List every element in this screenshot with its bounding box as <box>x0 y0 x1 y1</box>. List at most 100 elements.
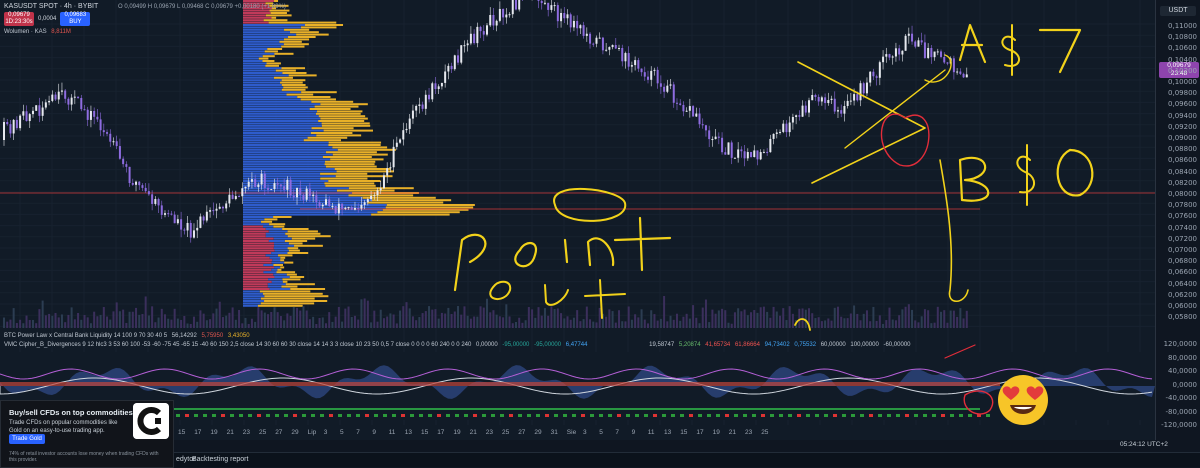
volume-profile-bar <box>243 40 280 43</box>
candle-body <box>228 194 231 204</box>
vmc-legend[interactable]: VMC Cipher_B_Divergences 9 12 hlc3 3 53 … <box>4 342 911 348</box>
volume-bar <box>57 317 60 328</box>
price-tick: 0,06200 <box>1168 290 1197 299</box>
date-tick: Lip <box>307 429 317 436</box>
volume-profile-bar <box>325 184 376 187</box>
volume-bar <box>192 316 195 328</box>
candle-body <box>93 110 96 117</box>
signal-dot <box>788 414 792 417</box>
volume-bar <box>164 314 166 328</box>
signal-dot <box>680 414 684 417</box>
signal-dot <box>518 414 522 417</box>
volume-bar <box>862 313 865 328</box>
volume-legend[interactable]: Wolumen · KAS 8,811M <box>4 29 71 35</box>
candle-body <box>817 96 820 102</box>
price-axis[interactable]: USDT 0,09679 23:48 0,11000 0,10800 0,10600… <box>1155 0 1200 440</box>
volume-profile-bar <box>243 76 274 79</box>
volume-bar <box>238 309 241 328</box>
volume-bar <box>846 318 849 328</box>
candle-body <box>653 69 656 71</box>
volume-bar <box>666 321 669 328</box>
volume-bar <box>643 319 646 328</box>
candle-body <box>846 100 849 106</box>
candle-body <box>260 173 263 185</box>
candle-body <box>843 105 846 114</box>
candle-body <box>99 119 102 131</box>
volume-profile-bar <box>268 278 283 281</box>
liquidity-legend[interactable]: BTC Power Law x Central Bank Liquidity 1… <box>4 333 250 339</box>
utc-clock[interactable]: 05:24:12 UTC+2 <box>1120 441 1168 448</box>
volume-bar <box>514 321 517 328</box>
volume-bar <box>353 315 356 328</box>
volume-bar <box>679 320 682 328</box>
currency-badge[interactable]: USDT <box>1160 6 1196 16</box>
date-axis[interactable]: 15 17 19 21 23 25 27 29 Lip 3 5 7 9 11 13 15 17 19 21 23 25 2… <box>0 426 1155 440</box>
volume-bar <box>766 311 769 328</box>
volume-bar <box>743 309 746 328</box>
price-tick: 0,08800 <box>1168 145 1197 154</box>
candle-body <box>891 56 894 58</box>
candle-body <box>708 130 711 140</box>
volume-bar <box>115 302 118 328</box>
volume-bar <box>563 318 566 328</box>
volume-bar <box>888 307 891 328</box>
volume-bar <box>279 316 282 328</box>
volume-profile-bar <box>243 132 311 134</box>
last-countdown: 23:48 <box>1170 70 1188 77</box>
volume-bar <box>859 320 862 328</box>
tab-editor[interactable]: edytor <box>176 456 196 463</box>
price-tick: 0,07200 <box>1168 234 1197 243</box>
volume-bar <box>460 314 463 328</box>
volume-bar <box>486 298 488 328</box>
trade-gold-button[interactable]: Trade Gold <box>9 434 45 444</box>
tab-backtesting[interactable]: Backtesting report <box>192 456 249 463</box>
candle-body <box>965 74 968 78</box>
volume-profile-bar <box>271 268 278 271</box>
candle-body <box>450 65 453 70</box>
chart-area[interactable]: KASUSDT SPOT · 4h · BYBIT 0,09679 1D:23:… <box>0 0 1155 440</box>
candle-body <box>247 181 250 187</box>
volume-bar <box>553 309 556 328</box>
date-tick: 23 <box>745 429 753 436</box>
volume-bar <box>724 310 727 328</box>
candle-body <box>170 213 173 215</box>
sell-sub: 1D:23:30s <box>5 19 33 25</box>
volume-profile-bar <box>243 244 275 247</box>
volume-bar <box>96 316 99 328</box>
volume-profile-bar <box>243 211 378 214</box>
candle-body <box>125 164 128 167</box>
volume-profile-bar <box>284 28 310 31</box>
sell-button[interactable]: 0,09679 1D:23:30s <box>4 12 34 26</box>
price-chart[interactable] <box>0 0 1155 440</box>
volume-bar <box>579 321 582 328</box>
candle-body <box>131 183 134 185</box>
ad-banner[interactable]: Buy/sell CFDs on top commodities like Go… <box>0 400 174 468</box>
vmc-value: 60,00000 <box>820 342 846 348</box>
volume-bar <box>41 300 44 328</box>
volume-profile-bar <box>314 105 359 108</box>
handwritten-loop <box>924 54 952 83</box>
signal-dot <box>761 414 765 417</box>
buy-button[interactable]: 0,09683 BUY <box>60 12 91 26</box>
signal-dot <box>599 414 603 417</box>
candle-body <box>25 111 28 122</box>
candle-body <box>621 47 624 62</box>
volume-profile-bar <box>274 0 279 2</box>
volume-profile-bar <box>281 285 298 288</box>
symbol-title[interactable]: KASUSDT SPOT · 4h · BYBIT <box>4 3 99 10</box>
bottom-toolbar: edytor Backtesting report <box>0 452 1200 467</box>
liquidity-value-3: 3,43050 <box>227 333 250 339</box>
signal-dot <box>662 414 666 417</box>
candle-body <box>836 110 839 112</box>
volume-bar <box>611 311 614 328</box>
signal-dot <box>293 414 297 417</box>
signal-dot <box>860 414 864 417</box>
volume-profile-bar <box>273 225 285 228</box>
volume-bar <box>315 323 318 328</box>
volume-profile-bar <box>325 160 376 163</box>
volume-bar <box>688 318 691 328</box>
price-tick: 0,08400 <box>1168 167 1197 176</box>
date-tick: Sie <box>566 429 577 436</box>
volume-bar <box>717 310 720 328</box>
volume-profile-bar <box>243 175 336 178</box>
